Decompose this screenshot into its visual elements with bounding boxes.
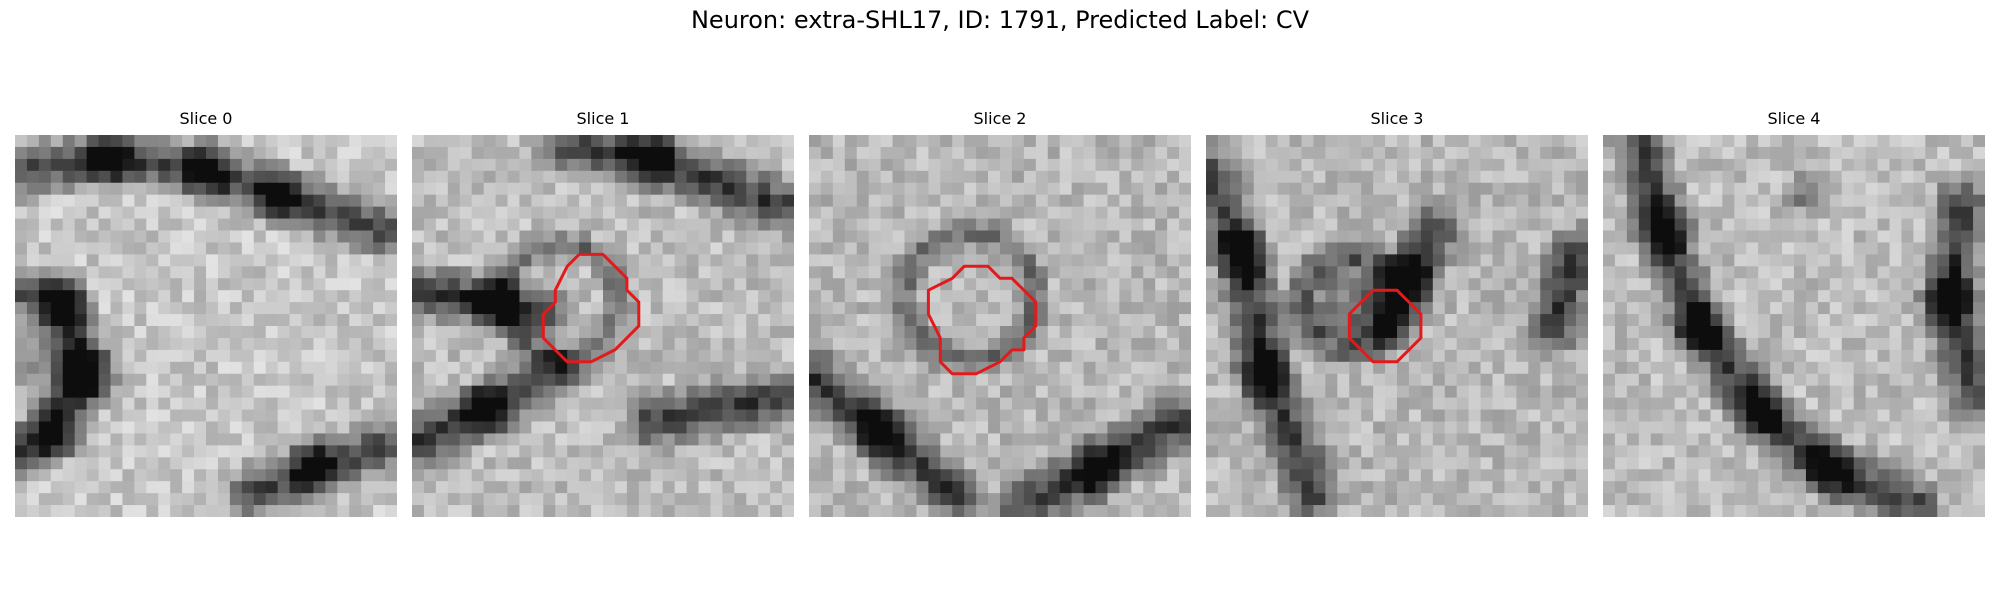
figure-title: Neuron: extra-SHL17, ID: 1791, Predicted… [690,6,1310,34]
slice-image-4 [1603,135,1985,517]
slice-title-2: Slice 2 [973,109,1027,128]
segmentation-outline-3 [1347,288,1423,364]
slice-title-1: Slice 1 [576,109,630,128]
slice-title-4: Slice 4 [1767,109,1821,128]
slice-image-1 [412,135,794,517]
slice-title-3: Slice 3 [1370,109,1424,128]
segmentation-outline-2 [926,264,1038,376]
slice-image-0 [15,135,397,517]
slice-image-2 [809,135,1191,517]
segmentation-outline-1 [541,252,641,364]
slice-title-0: Slice 0 [179,109,233,128]
slice-image-3 [1206,135,1588,517]
